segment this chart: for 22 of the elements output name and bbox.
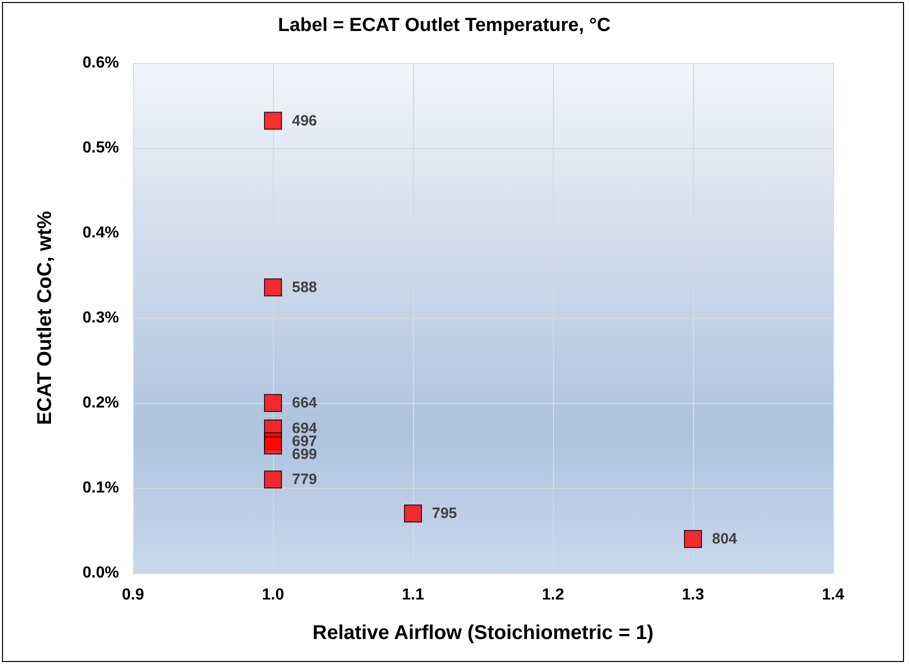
y-axis-title: ECAT Outlet CoC, wt% (34, 210, 56, 426)
y-tick-label: 0.2% (82, 394, 119, 412)
x-tick-label: 1.2 (542, 586, 564, 604)
annotation: 795 (432, 505, 458, 522)
y-tick-label: 0.1% (82, 480, 119, 496)
x-tick-label: 0.9 (122, 586, 144, 604)
annotation: 804 (712, 530, 738, 548)
x-tick-label: 1.0 (262, 586, 284, 604)
x-tick-label: 1.3 (682, 586, 704, 604)
y-tick-label: 0.4% (82, 224, 119, 242)
x-tick-label: 1.1 (402, 586, 424, 604)
annotation: 496 (292, 112, 318, 130)
x-tick-label: 1.4 (822, 586, 844, 604)
annotation: 588 (292, 278, 318, 296)
annotation: 664 (292, 394, 318, 412)
y-tick-label: 0.0% (82, 564, 119, 582)
y-tick-label: 0.5% (82, 140, 119, 156)
y-tick-label: 0.6% (82, 54, 119, 72)
chart-title: Label = ECAT Outlet Temperature, °C (278, 15, 611, 36)
x-axis-title: Relative Airflow (Stoichiometric = 1) (312, 622, 654, 644)
y-tick-label: 0.3% (82, 310, 119, 326)
annotation: 779 (292, 471, 318, 488)
